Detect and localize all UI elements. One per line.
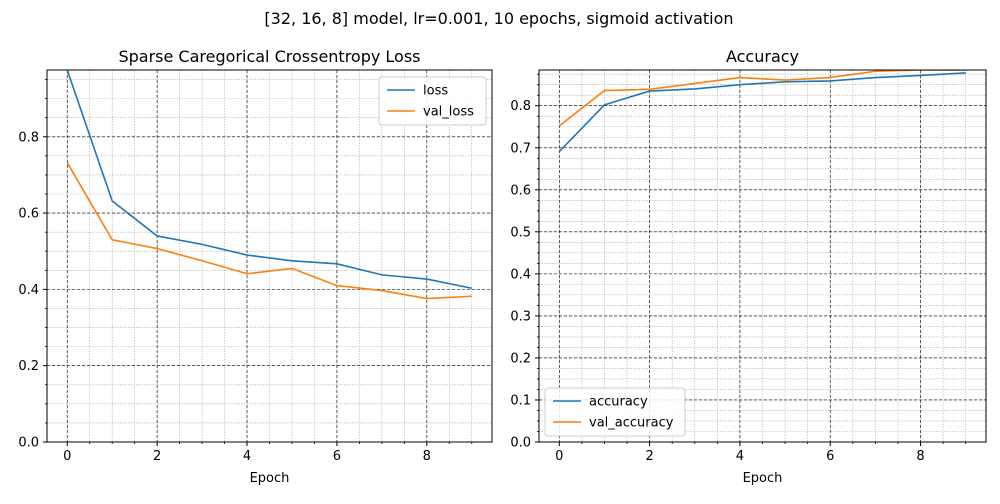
y-tick-label: 0.6 (510, 183, 531, 198)
legend-box (378, 76, 487, 126)
legend-label-loss: loss (423, 84, 448, 99)
legend-box (544, 387, 686, 437)
y-tick-label: 0.3 (510, 309, 531, 324)
grid-lines (539, 70, 986, 443)
series-line-val_loss (66, 162, 472, 300)
legend-label-val_loss: val_loss (423, 105, 474, 120)
x-tick-label: 6 (333, 449, 341, 464)
x-tick-label: 4 (736, 449, 744, 464)
y-tick-label: 0.0 (510, 436, 531, 451)
figure-suptitle: [32, 16, 8] model, lr=0.001, 10 epochs, … (264, 9, 733, 28)
x-tick-label: 0 (63, 449, 71, 464)
x-tick-label: 2 (153, 449, 161, 464)
accuracy-chart: 0 2 4 6 8 0.0 0.1 0.2 0.3 0.4 0.5 0.6 0.7 0.8 Accuracy… (510, 47, 987, 486)
y-tick-label: 0.7 (510, 141, 531, 156)
y-tick-label: 0.2 (510, 351, 531, 366)
legend-label-val_accuracy: val_accuracy (589, 416, 674, 431)
x-tick-label: 4 (243, 449, 251, 464)
y-tick-label: 0.2 (18, 359, 39, 374)
x-tick-label: 8 (423, 449, 431, 464)
y-tick-label: 0.1 (510, 393, 531, 408)
x-tick-label: 2 (645, 449, 653, 464)
y-tick-label: 0.4 (510, 267, 531, 282)
loss-chart: 0 2 4 6 8 0.0 0.2 0.4 0.6 0.8 Sparse Caregorical C… (18, 47, 493, 486)
x-tick-label: 6 (826, 449, 834, 464)
chart-title: Accuracy (726, 47, 799, 66)
series-line-val_accuracy (558, 70, 966, 127)
series-line-accuracy (558, 72, 966, 153)
y-tick-label: 0.5 (510, 225, 531, 240)
y-tick-label: 0.8 (18, 130, 39, 145)
legend: accuracy val_accuracy (544, 387, 686, 437)
legend: loss val_loss (378, 76, 487, 126)
y-tick-label: 0.6 (18, 207, 39, 222)
y-tick-label: 0.4 (18, 283, 39, 298)
x-tick-label: 0 (555, 449, 563, 464)
legend-label-accuracy: accuracy (589, 395, 648, 410)
grid-lines (47, 70, 492, 443)
x-axis-label: Epoch (250, 471, 290, 486)
x-tick-label: 8 (916, 449, 924, 464)
x-axis-label: Epoch (743, 471, 783, 486)
y-tick-label: 0.0 (18, 436, 39, 451)
chart-title: Sparse Caregorical Crossentropy Loss (118, 47, 420, 66)
series-line-loss (66, 70, 472, 290)
y-tick-label: 0.8 (510, 99, 531, 114)
